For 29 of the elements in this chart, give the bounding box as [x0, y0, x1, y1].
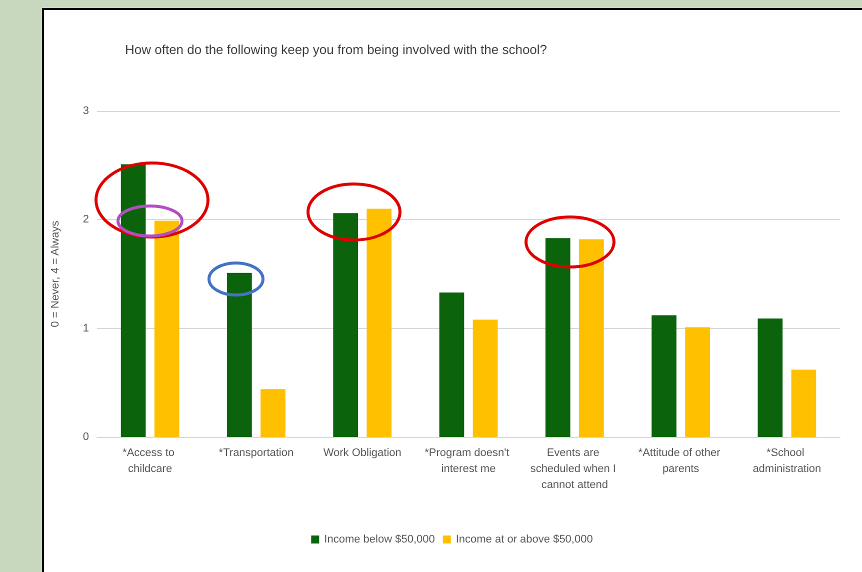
- bar: [154, 220, 180, 437]
- bar: [758, 318, 783, 437]
- bar: [472, 320, 498, 437]
- y-axis-title: 0 = Never, 4 = Always: [50, 220, 62, 328]
- bar: [333, 213, 358, 437]
- legend-label: Income at or above $50,000: [456, 534, 593, 546]
- y-tick-label: 0: [82, 431, 89, 443]
- x-tick-label: *Access to childcare: [122, 447, 178, 475]
- legend-label: Income below $50,000: [324, 534, 435, 546]
- x-tick-label: Work Obligation: [323, 447, 402, 459]
- bar: [366, 208, 392, 437]
- x-tick-label: *Attitude of other parents: [638, 447, 724, 475]
- bar: [545, 238, 570, 437]
- bar: [120, 164, 146, 437]
- y-tick-label: 2: [82, 214, 89, 226]
- bar: [791, 370, 816, 437]
- bar: [652, 315, 676, 437]
- x-tick-label: *School administration: [752, 447, 822, 475]
- bar: [227, 272, 252, 437]
- chart-title: How often do the following keep you from being involved with the school?: [125, 42, 548, 57]
- y-tick-label: 1: [82, 322, 89, 334]
- bar: [578, 239, 604, 437]
- bar: [685, 327, 710, 437]
- x-tick-label: Events are scheduled when I cannot attend: [530, 447, 619, 491]
- bar: [260, 389, 286, 437]
- bar: [439, 292, 464, 437]
- x-tick-label: *Program doesn't interest me: [424, 447, 512, 475]
- y-tick-label: 3: [82, 105, 89, 117]
- x-tick-label: *Transportation: [218, 447, 294, 459]
